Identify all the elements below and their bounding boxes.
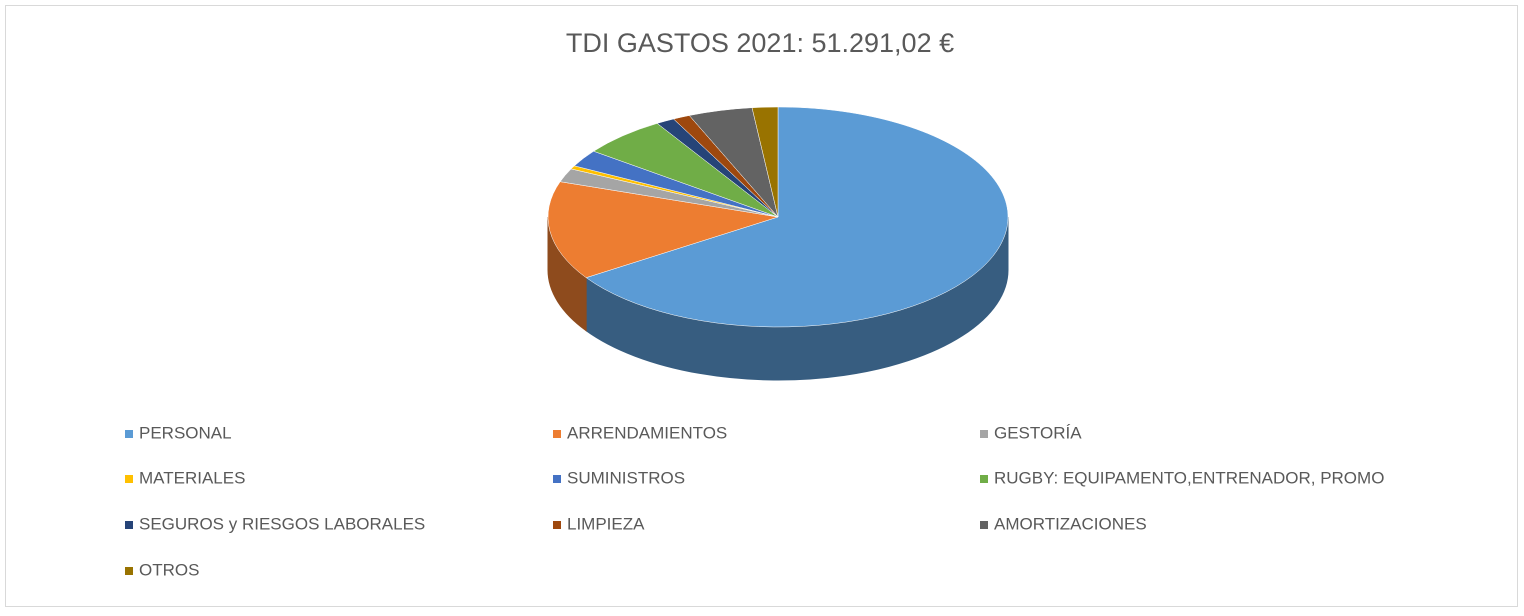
legend-swatch [980,521,988,529]
slice [751,106,779,218]
chart-title: TDI GASTOS 2021: 51.291,02 € [566,28,954,58]
legend-label: AMORTIZACIONES [994,514,1147,533]
legend-label: PERSONAL [139,423,232,442]
legend-swatch [553,430,561,438]
legend: PERSONAL ARRENDAMIENTOS GESTORÍA MATERIALES… [125,423,1384,579]
legend-label: LIMPIEZA [567,514,645,533]
legend-label: SUMINISTROS [567,468,685,487]
legend-label: OTROS [139,560,199,579]
legend-swatch [980,430,988,438]
legend-label: RUGBY: EQUIPAMENTO,ENTRENADOR, PROMO [994,468,1384,487]
legend-label: GESTORÍA [994,423,1082,442]
legend-swatch [553,475,561,483]
legend-swatch [125,521,133,529]
slice [547,181,779,278]
legend-label: ARRENDAMIENTOS [567,423,727,442]
legend-swatch [125,475,133,483]
legend-swatch [980,475,988,483]
legend-swatch [553,521,561,529]
legend-swatch [125,567,133,575]
slice [585,106,1009,328]
legend-label: MATERIALES [139,468,245,487]
legend-label: SEGUROS y RIESGOS LABORALES [139,514,425,533]
legend-swatch [125,430,133,438]
pie-tops [547,106,1009,328]
